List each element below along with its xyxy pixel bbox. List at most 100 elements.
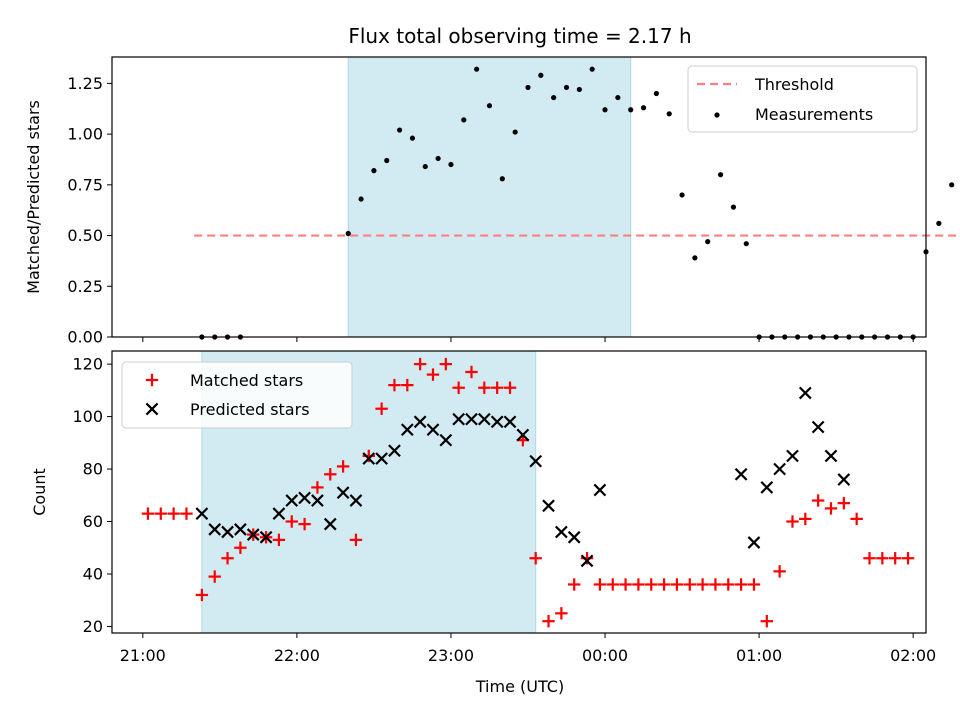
y-tick-label: 0.75 bbox=[67, 175, 103, 194]
marker-dot bbox=[396, 127, 403, 133]
marker-dot bbox=[589, 66, 595, 72]
predicted-star-point bbox=[272, 507, 286, 520]
predicted-star-point bbox=[413, 415, 427, 429]
predicted-star-point bbox=[246, 528, 260, 541]
marker-stroke bbox=[311, 494, 324, 507]
matched-star-point bbox=[786, 515, 799, 528]
matched-star-point bbox=[272, 533, 286, 547]
predicted-star-point bbox=[465, 412, 478, 426]
marker-dot bbox=[666, 111, 672, 117]
predicted-star-point bbox=[555, 525, 568, 539]
predicted-star-point bbox=[503, 415, 517, 429]
marker-dot bbox=[512, 129, 518, 135]
predicted-star-point bbox=[208, 523, 222, 536]
marker-dot bbox=[551, 94, 557, 101]
marker-stroke bbox=[798, 386, 812, 400]
marker-stroke bbox=[490, 415, 504, 429]
measurement-point bbox=[640, 105, 647, 111]
matched-star-point bbox=[221, 552, 234, 565]
marker-stroke bbox=[786, 449, 799, 463]
marker-dot bbox=[602, 107, 608, 113]
predicted-star-point bbox=[747, 536, 761, 549]
matched-star-point bbox=[709, 578, 722, 591]
marker-stroke bbox=[580, 554, 594, 568]
marker-stroke bbox=[734, 467, 748, 481]
predicted-star-point bbox=[400, 423, 414, 437]
marker-stroke bbox=[272, 507, 286, 520]
y-tick-label: 80 bbox=[83, 460, 103, 479]
predicted-star-point bbox=[349, 494, 363, 507]
marker-stroke bbox=[567, 530, 581, 544]
marker-dot bbox=[705, 239, 711, 245]
predicted-star-point bbox=[375, 452, 388, 465]
matched-star-point bbox=[478, 381, 491, 394]
marker-stroke bbox=[426, 423, 440, 437]
measurement-point bbox=[666, 111, 672, 117]
measurement-point bbox=[448, 161, 454, 168]
measurement-point bbox=[371, 168, 377, 174]
predicted-star-point bbox=[516, 428, 530, 442]
marker-stroke bbox=[221, 525, 234, 539]
measurement-point bbox=[486, 103, 493, 109]
top-plot: 0.00 0.25 0.50 0.75 1.00 1.25 Threshold Measure… bbox=[67, 56, 960, 347]
chart-title: Flux total observing time = 2.17 h bbox=[348, 24, 691, 48]
marker-stroke bbox=[465, 412, 478, 426]
matched-star-point bbox=[696, 578, 709, 591]
marker-dot bbox=[474, 66, 480, 72]
measurement-point bbox=[512, 129, 518, 135]
matched-star-point bbox=[452, 381, 465, 394]
predicted-star-point bbox=[195, 507, 209, 520]
predicted-star-point bbox=[811, 420, 825, 434]
marker-dot bbox=[538, 72, 544, 78]
matched-star-point bbox=[657, 578, 671, 591]
marker-dot bbox=[384, 157, 390, 164]
predicted-star-point bbox=[798, 386, 812, 400]
matched-star-point bbox=[747, 578, 761, 591]
y-tick-label: 40 bbox=[83, 564, 103, 583]
marker-stroke bbox=[439, 433, 453, 447]
marker-dot bbox=[345, 230, 351, 237]
legend-predicted-label: Predicted stars bbox=[190, 400, 310, 419]
measurement-point bbox=[589, 66, 595, 72]
measurement-point bbox=[435, 155, 441, 162]
marker-stroke bbox=[529, 454, 543, 468]
y-tick-label: 60 bbox=[83, 512, 103, 531]
measurement-point bbox=[615, 94, 621, 101]
measurement-point bbox=[692, 255, 698, 261]
predicted-star-point bbox=[773, 462, 786, 476]
measurement-point bbox=[705, 239, 711, 245]
measurement-point bbox=[396, 127, 403, 133]
legend-frame bbox=[121, 361, 353, 429]
measurement-point bbox=[653, 90, 659, 97]
matched-star-point bbox=[876, 552, 889, 565]
marker-stroke bbox=[234, 523, 247, 536]
x-tick-label: 22:00 bbox=[274, 646, 320, 665]
y-tick-label: 0.00 bbox=[67, 328, 103, 347]
measurement-point bbox=[551, 94, 557, 101]
marker-stroke bbox=[259, 530, 273, 544]
predicted-star-point bbox=[760, 481, 774, 494]
matched-star-point bbox=[863, 552, 876, 565]
matched-star-point bbox=[154, 507, 167, 520]
measurement-point bbox=[384, 157, 390, 164]
marker-stroke bbox=[285, 494, 299, 507]
measurement-point bbox=[499, 176, 505, 182]
x-tick-label: 00:00 bbox=[582, 646, 628, 665]
marker-stroke bbox=[413, 415, 427, 429]
measurement-point bbox=[730, 204, 737, 210]
marker-stroke bbox=[298, 491, 311, 505]
predicted-star-point bbox=[311, 494, 324, 507]
measurement-point bbox=[949, 182, 955, 188]
matched-star-point bbox=[503, 381, 517, 394]
marker-stroke bbox=[555, 525, 568, 539]
marker-dot bbox=[730, 204, 737, 210]
matched-star-point bbox=[555, 607, 568, 620]
marker-dot bbox=[435, 155, 441, 162]
matched-star-point bbox=[490, 381, 504, 394]
marker-stroke bbox=[516, 428, 530, 442]
measurement-point bbox=[525, 84, 531, 91]
measurement-point bbox=[628, 107, 634, 113]
marker-dot bbox=[949, 182, 955, 188]
matched-star-point bbox=[439, 357, 453, 371]
predicted-star-point bbox=[542, 499, 555, 513]
